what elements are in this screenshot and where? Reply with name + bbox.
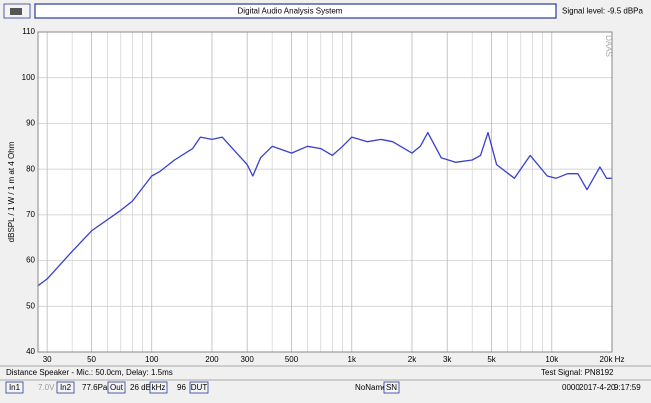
x-tick-label: 300 [240,355,254,364]
in1-button[interactable] [5,381,24,394]
voltage: 7.0V [38,383,55,392]
title-box [34,3,557,19]
in2-label: In2 [60,383,72,392]
dut-label: DUT [191,383,208,392]
x-tick-label: 200 [205,355,219,364]
plot-area [38,32,612,352]
plot-frame [37,31,613,353]
x-tick-label: 5k [487,355,496,364]
y-tick-label: 110 [22,27,35,36]
sn-button[interactable] [383,381,400,394]
y-tick-label: 60 [26,256,35,265]
dut-button[interactable] [189,381,209,394]
x-tick-label: 500 [285,355,299,364]
icon-glyph [10,8,22,15]
x-tick-label: 2k [408,355,417,364]
in1-label: In1 [9,383,21,392]
response-curve [37,131,612,287]
watermark: DAAS [604,35,613,57]
y-tick-label: 80 [26,164,35,173]
signal-level: Signal level: -9.5 dBPa [562,7,643,16]
y-tick-label: 70 [26,210,35,219]
sn-label: SN [386,383,397,392]
y-tick-label: 100 [22,73,36,82]
x-tick-label: 30 [43,355,52,364]
y-tick-label: 50 [26,301,35,310]
khz-button[interactable] [149,381,168,394]
pressure: 77.6Pa [82,383,108,392]
date: 2017-4-20 [579,383,616,392]
khz-label: kHz [152,383,166,392]
y-axis-label: dBSPL / 1 W / 1 m at 4 Ohm [7,141,16,242]
x-tick-label: 100 [145,355,159,364]
time: 9:17:59 [614,383,641,392]
y-tick-label: 90 [26,119,35,128]
x-tick-label: 1k [348,355,357,364]
dut-name: NoName [355,383,387,392]
x-tick-label: 50 [87,355,96,364]
x-tick-label: 3k [443,355,452,364]
plot [37,31,613,353]
out-button[interactable] [107,381,126,394]
gain: 26 dB [130,383,151,392]
app-title: Digital Audio Analysis System [238,7,343,16]
y-tick-label: 40 [26,347,35,356]
in2-button[interactable] [56,381,75,394]
x-tick-label: 20k Hz [600,355,625,364]
sample-rate: 96 [177,383,186,392]
status-distance: Distance Speaker - Mic.: 50.0cm, Delay: … [6,368,173,377]
serial: 0000 [562,383,580,392]
out-label: Out [110,383,124,392]
x-tick-label: 10k [545,355,559,364]
status-test-signal: Test Signal: PN8192 [541,368,614,377]
